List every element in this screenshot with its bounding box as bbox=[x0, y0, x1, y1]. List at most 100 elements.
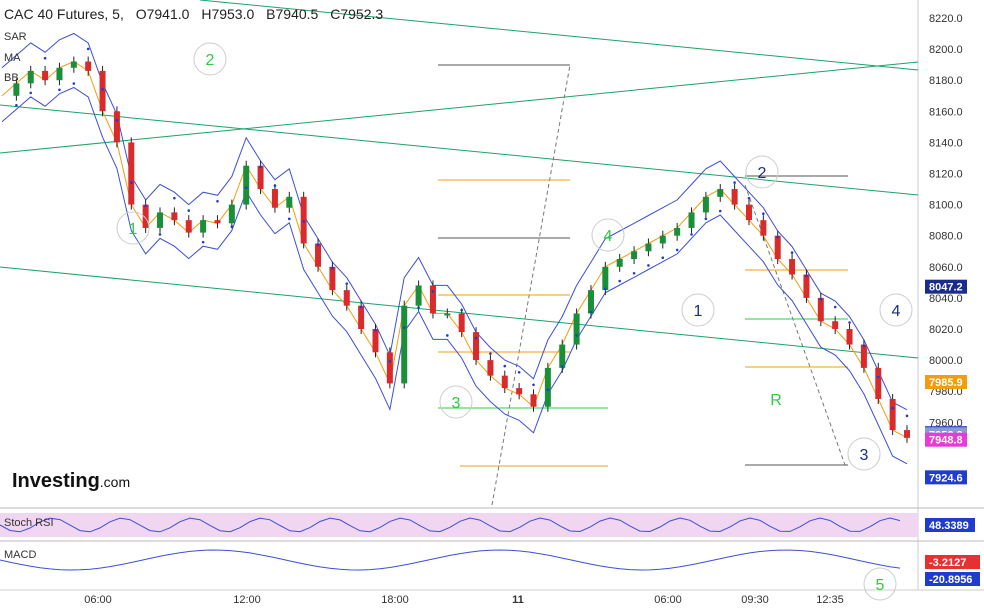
candle bbox=[386, 352, 393, 384]
sar-dot bbox=[819, 297, 823, 301]
sar-dot bbox=[359, 305, 363, 309]
sar-dot bbox=[517, 371, 521, 374]
candle bbox=[702, 196, 709, 213]
candle bbox=[875, 367, 882, 399]
y-tick-label: 8160.0 bbox=[929, 106, 963, 118]
sar-dot bbox=[675, 248, 679, 252]
candle bbox=[300, 196, 307, 244]
sar-dot bbox=[833, 305, 837, 309]
sar-dot bbox=[604, 287, 607, 291]
candle bbox=[846, 329, 853, 345]
sar-dot bbox=[288, 217, 291, 221]
sar-dot bbox=[230, 225, 234, 228]
candle bbox=[659, 235, 666, 244]
stoch-rsi-line bbox=[0, 517, 901, 533]
candle bbox=[271, 189, 278, 208]
sar-dot bbox=[762, 212, 765, 215]
macd-tag bbox=[925, 555, 980, 569]
wave-circle bbox=[439, 385, 473, 419]
trend-line bbox=[0, 61, 919, 154]
wave-label: 2 bbox=[206, 52, 215, 69]
wave-circle bbox=[681, 293, 715, 327]
candle bbox=[745, 204, 752, 221]
candle bbox=[559, 344, 566, 368]
candle bbox=[731, 189, 738, 205]
candle bbox=[200, 220, 207, 233]
candle bbox=[573, 313, 580, 345]
sar-dot bbox=[805, 274, 808, 278]
candle bbox=[516, 388, 523, 395]
sar-dot bbox=[173, 196, 176, 200]
price-tag bbox=[925, 375, 967, 390]
y-tick-label: 8080.0 bbox=[929, 231, 963, 243]
y-tick-label: 7980.0 bbox=[929, 386, 963, 398]
open-value: O7941.0 bbox=[135, 6, 190, 22]
y-tick-label: 8060.0 bbox=[929, 262, 963, 274]
candle bbox=[128, 142, 135, 205]
x-tick-label: 18:00 bbox=[381, 594, 409, 606]
sar-dot bbox=[244, 186, 248, 190]
trend-line bbox=[199, 0, 919, 71]
sar-dot bbox=[331, 266, 334, 270]
macd-tag bbox=[925, 572, 980, 586]
price-tag bbox=[925, 279, 967, 294]
bollinger-upper bbox=[1, 32, 908, 411]
high-value: H7953.0 bbox=[201, 6, 255, 22]
y-tick-label: 8000.0 bbox=[929, 355, 963, 367]
y-tick-label: 8220.0 bbox=[929, 13, 963, 25]
indicator-bb[interactable]: BB bbox=[4, 72, 19, 84]
sar-dot bbox=[201, 240, 205, 244]
macd-line bbox=[0, 549, 901, 571]
sar-dot bbox=[876, 375, 880, 379]
sar-dot bbox=[905, 414, 909, 418]
sar-dot bbox=[58, 88, 61, 92]
sar-dot bbox=[661, 256, 665, 260]
price-tag-label: 7948.8 bbox=[929, 435, 963, 447]
wave-label: 5 bbox=[876, 577, 885, 594]
wave-label: 4 bbox=[604, 228, 613, 245]
sar-dot bbox=[862, 344, 866, 348]
candle bbox=[760, 220, 767, 236]
indicator-sar[interactable]: SAR bbox=[4, 31, 27, 43]
wave-label: 3 bbox=[860, 447, 869, 464]
sar-dot bbox=[388, 360, 392, 363]
candle bbox=[142, 204, 149, 228]
macd-label[interactable]: MACD bbox=[4, 549, 37, 561]
sar-dot bbox=[15, 104, 18, 107]
candle bbox=[803, 274, 810, 298]
candle bbox=[27, 70, 34, 84]
candle bbox=[458, 313, 465, 333]
candle bbox=[889, 398, 896, 431]
sar-dot bbox=[690, 233, 693, 236]
moving-average bbox=[1, 60, 908, 439]
candle bbox=[631, 251, 638, 260]
sar-dot bbox=[575, 334, 578, 337]
sar-dot bbox=[129, 181, 133, 184]
wave-label: 4 bbox=[892, 303, 901, 320]
wave-label: 1 bbox=[129, 221, 138, 238]
sar-dot bbox=[86, 47, 90, 51]
sar-dot bbox=[115, 119, 119, 122]
trend-line bbox=[0, 266, 919, 359]
sar-dot bbox=[647, 264, 650, 267]
x-tick-label: 09:30 bbox=[741, 594, 769, 606]
candle bbox=[544, 367, 551, 407]
x-tick-label: 12:00 bbox=[233, 594, 261, 606]
stoch-rsi-label[interactable]: Stoch RSI bbox=[4, 517, 54, 529]
candle bbox=[113, 111, 120, 143]
symbol-label[interactable]: CAC 40 Futures, 5, bbox=[4, 6, 124, 22]
sar-dot bbox=[460, 308, 463, 312]
sar-dot bbox=[431, 290, 435, 293]
wave-circle bbox=[193, 42, 227, 76]
wave-circle bbox=[745, 155, 779, 189]
sar-dot bbox=[632, 271, 636, 275]
bollinger-lower bbox=[1, 86, 908, 465]
sar-dot bbox=[144, 204, 147, 208]
wave-circle bbox=[847, 437, 881, 471]
indicator-ma[interactable]: MA bbox=[4, 52, 21, 64]
investing-logo: Investing.com bbox=[12, 470, 131, 492]
candle bbox=[860, 344, 867, 368]
candle bbox=[171, 212, 178, 221]
sar-dot bbox=[101, 88, 104, 91]
